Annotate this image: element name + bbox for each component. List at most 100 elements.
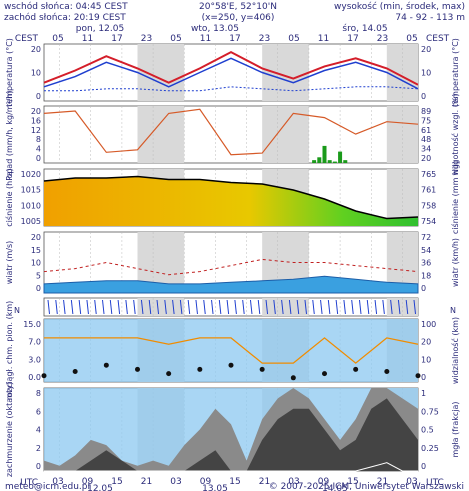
bottom-hour-tick: 09 xyxy=(200,477,212,487)
ytick-right: 0 xyxy=(421,462,426,471)
cloud-base-dot xyxy=(259,366,265,372)
elevation-value: 74 - 92 - 113 m xyxy=(395,13,465,23)
wind-arrow xyxy=(47,299,50,315)
ytick-right: 54 xyxy=(421,246,431,255)
wind-arrow xyxy=(273,299,276,315)
cloud-base-dot xyxy=(103,362,109,368)
night-band xyxy=(262,298,309,316)
ytick-right: 20 xyxy=(421,338,431,347)
elevation-label: wysokość (min, środek, max) xyxy=(334,1,465,12)
wind-arrow xyxy=(382,299,385,315)
cloud-base-dot xyxy=(72,369,78,374)
wind-arrow xyxy=(281,299,284,315)
ytick-right: 0.75 xyxy=(421,407,439,416)
ylabel-left: zachmurzenie (oktanty) xyxy=(5,382,14,477)
cloud-base-dot xyxy=(228,362,234,368)
bottom-hour-tick: 03 xyxy=(52,477,63,487)
utc-label-left: UTC xyxy=(20,478,38,488)
ytick-right: 89 xyxy=(421,107,431,116)
ytick-right: 758 xyxy=(421,201,436,210)
wind-arrow xyxy=(70,299,74,315)
ylabel-right: temperatura (°C) xyxy=(451,38,460,107)
ytick-left: 16 xyxy=(31,116,41,125)
precip-bar xyxy=(327,160,332,163)
wind-arrow xyxy=(211,299,214,315)
ytick-left: 12 xyxy=(31,126,41,135)
ytick-left: 2 xyxy=(36,444,41,453)
wind-arrow xyxy=(63,299,66,315)
bottom-hour-tick: 15 xyxy=(111,477,122,487)
top-hour-tick: 05 xyxy=(170,34,181,44)
wind-arrow xyxy=(296,299,300,315)
ytick-right: 75 xyxy=(421,116,431,125)
cloud-base-dot xyxy=(415,373,421,379)
wind-arrow xyxy=(265,299,269,315)
ytick-right: 765 xyxy=(421,170,436,179)
wind-arrow xyxy=(358,299,362,315)
precip-bar xyxy=(322,145,327,163)
ylabel-left: opad (mm/h, kg/m²/h) xyxy=(5,90,14,178)
wind-arrow xyxy=(156,299,160,315)
ylabel-right: wiatr (km/h) xyxy=(451,238,460,287)
wind-arrow xyxy=(351,299,354,315)
ytick-right: 10 xyxy=(421,69,431,78)
wind-arrow xyxy=(86,299,89,315)
night-band xyxy=(137,106,185,163)
ytick-left: 0 xyxy=(36,92,41,101)
wind-arrow xyxy=(366,299,370,315)
wind-arrow xyxy=(78,299,82,315)
ytick-right: 36 xyxy=(421,259,431,268)
top-hour-tick: 05 xyxy=(406,34,417,44)
ytick-right: 754 xyxy=(421,217,436,226)
cloud-base-dot xyxy=(135,366,140,372)
ytick-left: 15.0 xyxy=(23,320,41,329)
ytick-right: 72 xyxy=(421,233,431,242)
ytick-left: 5 xyxy=(36,271,41,280)
ytick-left: 3.0 xyxy=(28,355,41,364)
pressure-area xyxy=(44,176,418,226)
night-band xyxy=(137,298,185,316)
wind-arrow xyxy=(242,299,245,315)
ytick-left: 8 xyxy=(36,389,41,398)
ytick-right: 761 xyxy=(421,186,436,195)
wind-dir-label: N xyxy=(14,306,20,315)
wind-arrow xyxy=(55,299,58,315)
wind-arrow xyxy=(288,299,292,315)
footer-email: meteo@icm.edu.pl xyxy=(5,482,90,491)
pressure-line xyxy=(43,175,419,220)
wind-arrow xyxy=(234,299,237,315)
ytick-left: 1010 xyxy=(21,201,41,210)
wind-arrow xyxy=(249,299,253,315)
timezone-label-left: CEST xyxy=(15,34,39,44)
wind-arrow xyxy=(304,299,307,315)
wind-arrow xyxy=(94,299,97,315)
cloud-base-dot xyxy=(166,371,172,377)
bottom-day-label: 14.05 xyxy=(322,484,348,491)
ytick-left: 20 xyxy=(31,107,41,116)
bottom-day-label: 12.05 xyxy=(87,484,113,491)
ytick-left: 0 xyxy=(36,284,41,293)
bottom-hour-tick: 09 xyxy=(82,477,94,487)
wind-arrow xyxy=(109,299,113,315)
top-hour-tick: 11 xyxy=(82,34,93,44)
top-hour-tick: 11 xyxy=(200,34,211,44)
ytick-right: 20 xyxy=(421,45,431,54)
top-day-label: wto, 13.05 xyxy=(191,24,239,34)
cloud-base-dot xyxy=(41,373,47,379)
ylabel-right: mgła (frakcja) xyxy=(451,402,460,458)
visibility-line xyxy=(44,337,419,364)
cloud-base-dot xyxy=(384,369,390,374)
ytick-right: 18 xyxy=(421,271,431,280)
sunrise-text: wschód słońca: 04:45 CEST xyxy=(4,1,128,12)
ytick-right: 1 xyxy=(421,389,426,398)
bottom-hour-tick: 03 xyxy=(406,477,417,487)
wind-arrow xyxy=(203,299,206,315)
ytick-left: 4 xyxy=(36,426,41,435)
bottom-hour-tick: 03 xyxy=(288,477,299,487)
temperature-series-1 xyxy=(43,57,419,90)
ytick-left: 1005 xyxy=(21,217,41,226)
ylabel-left: ciśnienie (hPa) xyxy=(4,168,14,226)
top-hour-tick: 11 xyxy=(318,34,329,44)
